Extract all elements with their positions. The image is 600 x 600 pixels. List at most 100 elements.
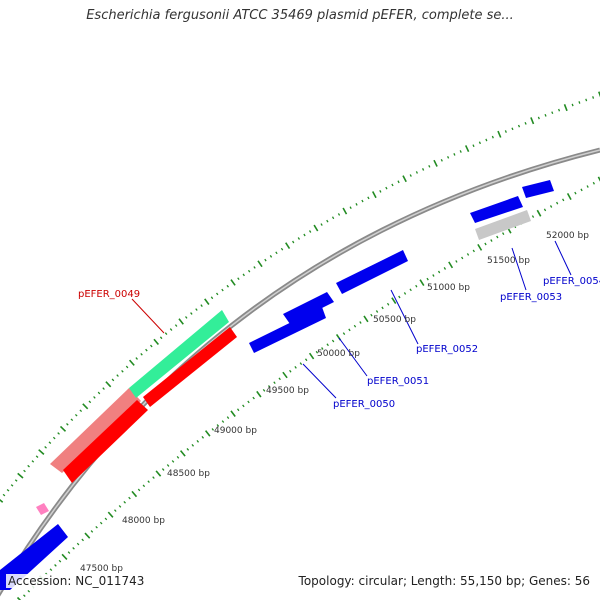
tick-mark [204, 430, 211, 437]
gene-label-pEFER_0051[interactable]: pEFER_0051 [367, 376, 429, 387]
gene-pEFER_0054-b[interactable] [522, 180, 554, 198]
tick-mark [252, 396, 255, 400]
gene-pEFER_0051[interactable] [283, 292, 334, 324]
scale-label: 52000 bp [546, 231, 589, 241]
scale-label: 48500 bp [167, 469, 210, 479]
gene-label-pEFER_0053[interactable]: pEFER_0053 [500, 292, 562, 303]
tick-mark [432, 274, 435, 277]
tick-mark [397, 180, 400, 184]
tick-mark [142, 484, 146, 488]
tick-mark [102, 387, 105, 390]
tick-mark [326, 343, 329, 347]
tick-mark [313, 224, 319, 232]
gene-features [0, 180, 554, 590]
tick-mark [79, 409, 83, 413]
tick-mark [598, 91, 600, 98]
gene-pEFER_0054-a[interactable] [470, 196, 523, 223]
tick-mark [321, 347, 324, 350]
tick-mark [155, 470, 162, 477]
tick-mark [44, 446, 47, 449]
tick-mark [123, 500, 126, 504]
tick-mark [72, 547, 75, 550]
tick-mark [226, 284, 230, 288]
topology-summary: Topology: circular; Length: 55,150 bp; G… [296, 574, 592, 588]
tick-mark [282, 371, 288, 379]
tick-mark [264, 258, 267, 262]
gene-red-0049b[interactable] [143, 327, 237, 407]
tick-mark [267, 385, 271, 388]
tick-mark [107, 511, 114, 518]
tick-mark [82, 403, 89, 410]
tick-mark [391, 297, 397, 305]
tick-mark [426, 277, 429, 281]
tick-mark [375, 310, 379, 313]
gene-bottom-left[interactable] [0, 524, 68, 590]
tick-mark [556, 201, 559, 205]
tick-mark [464, 145, 470, 153]
tick-mark [166, 464, 170, 467]
tick-mark [391, 183, 394, 187]
gene-label-pEFER_0052[interactable]: pEFER_0052 [416, 344, 478, 355]
plasmid-backbone [0, 147, 600, 597]
tick-mark [273, 381, 276, 384]
tick-mark [359, 321, 362, 324]
tick-mark [419, 279, 425, 287]
tick-mark [135, 357, 138, 360]
tick-mark [150, 344, 153, 348]
gene-pEFER_0052[interactable] [336, 250, 408, 294]
tick-mark [226, 416, 230, 419]
tick-mark [93, 396, 96, 399]
gene-pink-small[interactable] [36, 503, 49, 515]
gene-pEFER_0050[interactable] [249, 307, 326, 353]
tick-mark [497, 130, 502, 138]
tick-mark [23, 469, 26, 473]
tick-mark [256, 390, 262, 398]
tick-mark [299, 362, 303, 365]
scale-label: 49000 bp [214, 426, 257, 436]
gene-pEFER_0053[interactable] [475, 210, 531, 240]
tick-mark [574, 191, 577, 195]
tick-mark [370, 313, 373, 317]
tick-mark [178, 318, 184, 325]
tick-mark [6, 488, 10, 492]
gene-label-pEFER_0050[interactable]: pEFER_0050 [333, 399, 395, 410]
tick-mark [315, 350, 319, 354]
scale-label: 49500 bp [266, 386, 309, 396]
gene-salmon-0049-part[interactable] [50, 388, 141, 473]
tick-mark [294, 366, 297, 369]
tick-mark [530, 117, 535, 125]
tick-mark [398, 295, 401, 299]
tick-mark [308, 230, 312, 233]
tick-mark [348, 328, 351, 332]
tick-mark [81, 538, 84, 542]
tick-mark [152, 476, 155, 479]
tick-mark [592, 96, 595, 99]
tick-mark [171, 460, 175, 463]
tick-mark [76, 542, 80, 546]
scale-labels: 47500 bp 48000 bp 48500 bp 49000 bp 4950… [80, 231, 589, 574]
tick-mark [304, 358, 308, 362]
tick-mark [118, 505, 122, 508]
gene-teal-0049[interactable] [129, 310, 229, 398]
tick-mark [536, 209, 542, 217]
tick-mark [211, 428, 215, 431]
tick-mark [433, 159, 438, 167]
tick-mark [437, 270, 441, 274]
tick-mark [297, 237, 301, 240]
tick-mark [128, 496, 131, 500]
tick-mark [196, 439, 200, 443]
gene-label-pEFER_0049[interactable]: pEFER_0049 [78, 289, 140, 300]
tick-mark [215, 292, 219, 296]
tick-mark [49, 568, 53, 572]
tick-mark [385, 186, 388, 190]
tick-mark [54, 564, 57, 567]
scale-label: 50000 bp [317, 349, 360, 359]
tick-mark [59, 425, 67, 432]
tick-mark [104, 517, 108, 521]
tick-mark [61, 553, 68, 560]
gene-label-pEFER_0054[interactable]: pEFER_0054 [543, 276, 600, 287]
tick-mark [230, 279, 236, 286]
gene-red-0049[interactable] [63, 400, 148, 483]
tick-mark [402, 175, 407, 183]
tick-mark [67, 551, 71, 554]
